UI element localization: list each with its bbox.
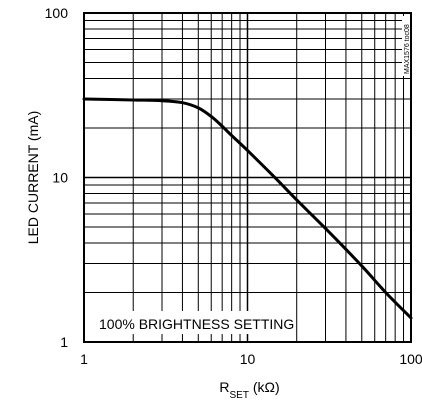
annotation-background [92, 311, 296, 334]
x-tick-label: 100 [399, 351, 422, 367]
y-tick-label: 1 [60, 334, 68, 350]
x-axis-label-unit: (kΩ) [249, 379, 280, 395]
x-axis-label-main: R [219, 379, 229, 395]
x-axis-label: RSET (kΩ) [219, 379, 279, 401]
annotation-text: 100% BRIGHTNESS SETTING [99, 316, 294, 332]
y-axis-label: LED CURRENT (mA) [25, 111, 41, 245]
x-tick-label: 1 [80, 351, 88, 367]
grid [84, 13, 411, 342]
led-current-curve [82, 97, 413, 320]
tick-labels: 1 10 100 1 10 100 [45, 5, 422, 367]
x-tick-label: 10 [240, 351, 256, 367]
side-code-background [402, 16, 410, 76]
y-tick-label: 100 [45, 5, 69, 21]
x-axis-label-subscript: SET [229, 390, 248, 401]
plot-frame [83, 12, 412, 343]
side-code: MAX1576 toc08 [404, 24, 411, 74]
y-tick-label: 10 [52, 170, 68, 186]
